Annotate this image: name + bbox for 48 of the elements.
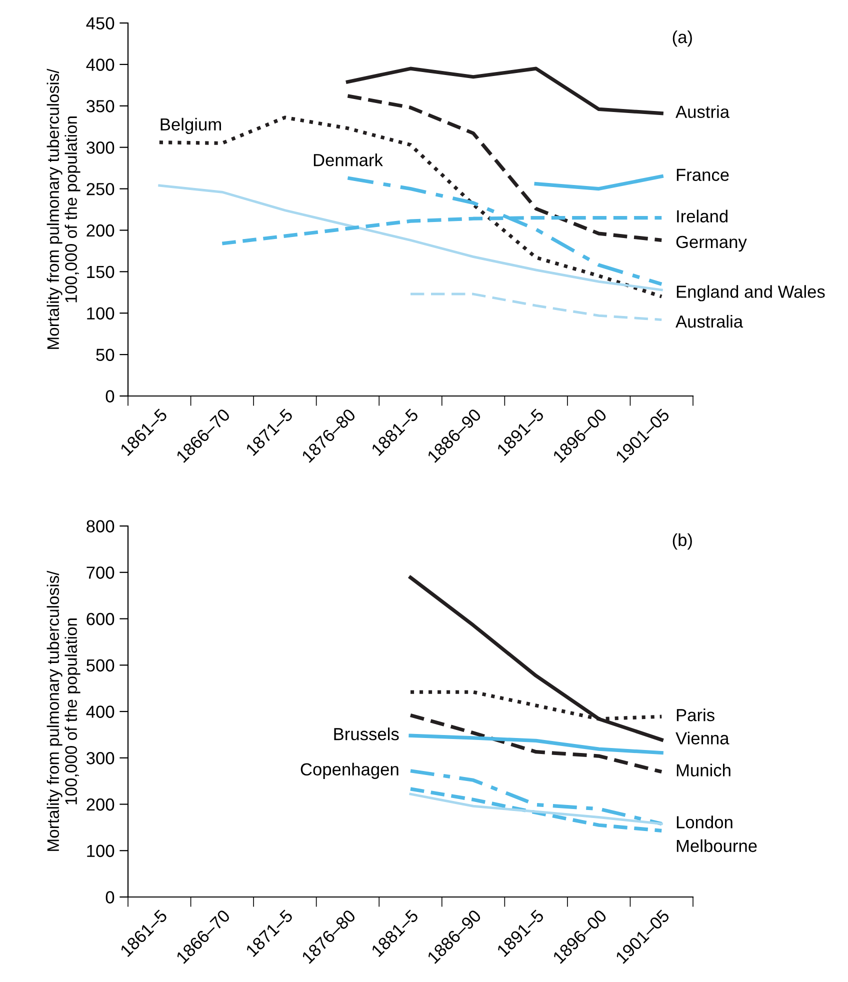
- annotation: Ireland: [677, 210, 728, 222]
- annotation: France: [676, 168, 729, 182]
- line-series: [158, 116, 664, 298]
- annotation: Paris: [676, 708, 714, 722]
- annotation: Vienna: [676, 732, 730, 744]
- annotation: England and Wales: [676, 285, 825, 302]
- annotation: (a): [672, 30, 692, 47]
- line-series: [409, 792, 663, 825]
- annotation: Melbourne: [676, 839, 757, 852]
- annotation: Copenhagen: [300, 762, 398, 779]
- y-tick-label: 0: [106, 390, 114, 402]
- line-series: [408, 734, 664, 755]
- y-tick-label: 700: [86, 566, 114, 579]
- annotation: London: [676, 816, 732, 828]
- annotation: Munich: [676, 764, 730, 776]
- annotation: Brussels: [334, 728, 399, 740]
- y-tick-label: 200: [86, 798, 114, 811]
- y-tick-label: 500: [86, 659, 114, 672]
- y-tick-label: 600: [86, 612, 114, 626]
- y-tick-label: 0: [106, 891, 114, 904]
- y-tick-label: 400: [86, 58, 114, 71]
- line-series: [408, 787, 664, 832]
- y-tick-label: 400: [86, 706, 114, 718]
- annotation: Germany: [676, 236, 747, 252]
- line-series: [408, 713, 664, 774]
- y-tick-label: 200: [86, 224, 114, 237]
- annotation: (b): [672, 533, 692, 550]
- y-tick-label: 300: [86, 752, 114, 764]
- y-tick-label: 250: [86, 182, 114, 196]
- y-tick-label: 350: [86, 100, 114, 112]
- annotation: Austria: [676, 105, 730, 118]
- y-tick-label: 100: [87, 307, 114, 320]
- y-axis-title: Mortality from pulmonary tuberculosis/ 100,000 of the population: [46, 68, 80, 349]
- line-series: [409, 292, 663, 321]
- line-series: [346, 66, 664, 116]
- y-tick-label: 50: [96, 348, 114, 362]
- annotation: Denmark: [314, 153, 383, 166]
- y-tick-label: 800: [86, 520, 114, 532]
- line-series: [158, 184, 663, 292]
- annotation: Belgium: [160, 118, 221, 134]
- y-tick-label: 150: [87, 266, 114, 278]
- y-axis-title: Mortality from pulmonary tuberculosis/ 100,000 of the population: [46, 570, 80, 851]
- y-tick-label: 300: [86, 142, 114, 154]
- line-series: [408, 576, 664, 742]
- annotation: Australia: [676, 314, 744, 328]
- y-tick-label: 450: [86, 17, 114, 30]
- line-series: [408, 769, 664, 826]
- y-tick-label: 100: [87, 844, 114, 858]
